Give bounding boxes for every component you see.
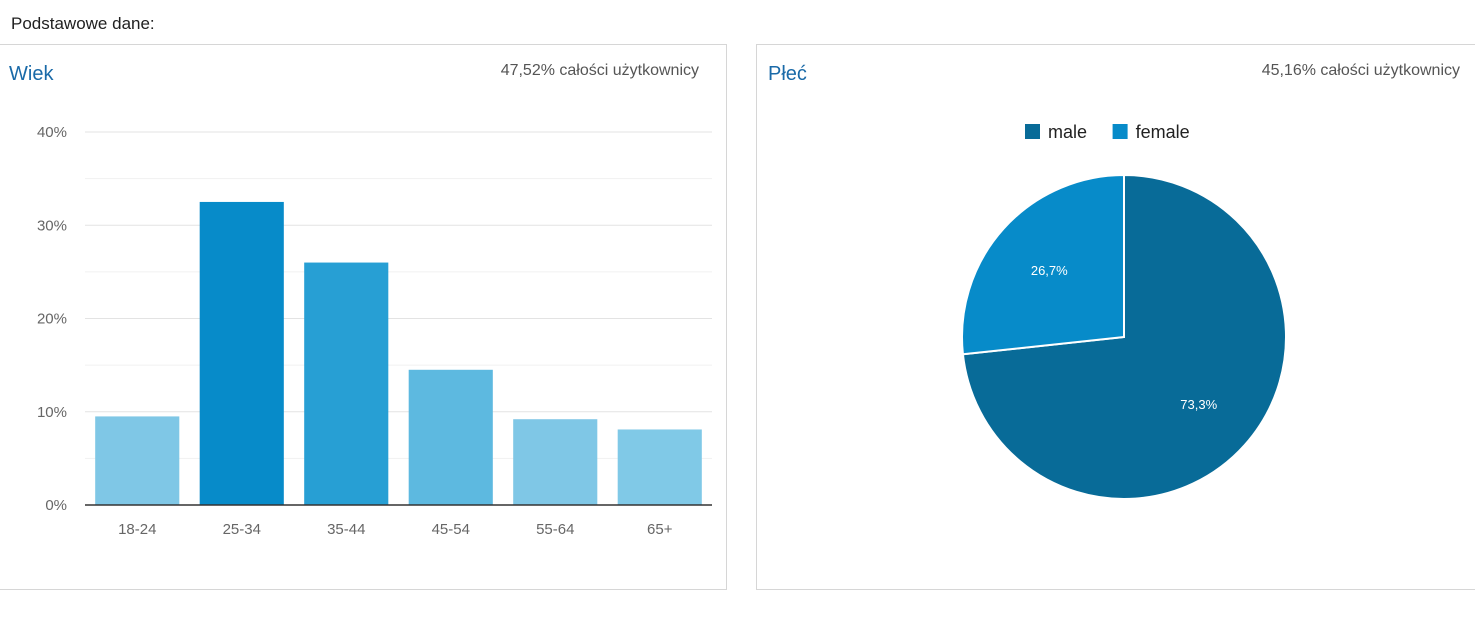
x-tick-label: 25-34 xyxy=(223,521,261,538)
legend-label-male: male xyxy=(1048,122,1087,142)
x-tick-label: 65+ xyxy=(647,521,673,538)
y-tick-label: 20% xyxy=(37,311,67,328)
x-tick-label: 55-64 xyxy=(536,521,574,538)
x-tick-label: 35-44 xyxy=(327,521,365,538)
bar-45-54 xyxy=(408,369,493,505)
pie-label-male: 73,3% xyxy=(1180,397,1217,412)
gender-card: Płeć 45,16% całości użytkownicy male fema… xyxy=(756,44,1475,590)
pie-slice-female xyxy=(961,173,1125,356)
legend-swatch-male xyxy=(1025,124,1040,139)
bar-18-24 xyxy=(95,416,180,505)
y-tick-label: 0% xyxy=(45,497,67,514)
bar-55-64 xyxy=(513,419,598,505)
bar-65+ xyxy=(617,429,702,505)
age-bar-chart: 0% 10% 20% 30% 40% 18-24 25-34 35-44 45-54 55-64 6… xyxy=(37,124,712,538)
gender-pie-chart: male female 73,3% 26,7% xyxy=(961,122,1287,500)
bar-35-44 xyxy=(304,262,389,505)
age-card: Wiek 47,52% całości użytkownicy 0% 10% 20%… xyxy=(0,44,727,590)
gender-card-title: Płeć xyxy=(768,63,807,85)
y-tick-label: 10% xyxy=(37,404,67,421)
age-card-stat: 47,52% całości użytkownicy xyxy=(500,62,699,79)
section-title: Podstawowe dane: xyxy=(11,14,155,33)
bar-25-34 xyxy=(199,201,284,505)
gender-card-stat: 45,16% całości użytkownicy xyxy=(1261,62,1460,79)
x-tick-label: 18-24 xyxy=(118,521,156,538)
legend-swatch-female xyxy=(1112,124,1128,139)
y-tick-label: 30% xyxy=(37,217,67,234)
y-tick-label: 40% xyxy=(37,124,67,141)
pie-label-female: 26,7% xyxy=(1031,263,1068,278)
legend-label-female: female xyxy=(1136,122,1190,142)
x-tick-label: 45-54 xyxy=(432,521,470,538)
age-card-title: Wiek xyxy=(9,63,54,85)
